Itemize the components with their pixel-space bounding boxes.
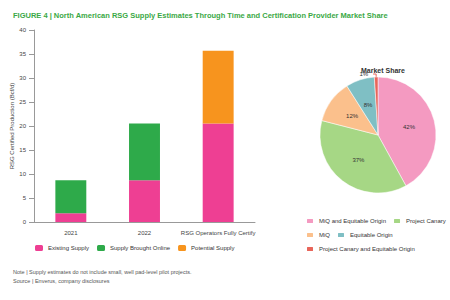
svg-text:MiQ: MiQ xyxy=(319,232,330,238)
svg-text:FIGURE 4 | North American RSG: FIGURE 4 | North American RSG Supply Est… xyxy=(13,11,388,20)
svg-text:37%: 37% xyxy=(352,157,365,163)
svg-text:12%: 12% xyxy=(346,113,359,119)
svg-text:Supply Brought Online: Supply Brought Online xyxy=(110,245,171,251)
svg-text:10: 10 xyxy=(19,171,26,177)
svg-text:Note | Supply estimates do not: Note | Supply estimates do not include s… xyxy=(13,269,192,275)
svg-text:Existing Supply: Existing Supply xyxy=(48,245,89,251)
svg-text:0: 0 xyxy=(23,219,27,225)
svg-text:8%: 8% xyxy=(364,102,373,108)
svg-text:RSG Certified Production (Bcf/: RSG Certified Production (Bcf/d) xyxy=(9,83,15,170)
svg-text:25: 25 xyxy=(19,99,26,105)
svg-text:1%: 1% xyxy=(359,71,369,77)
svg-text:2022: 2022 xyxy=(138,230,152,236)
svg-text:35: 35 xyxy=(19,51,26,57)
svg-text:Potential Supply: Potential Supply xyxy=(191,245,234,251)
svg-text:Project Canary: Project Canary xyxy=(406,218,446,224)
svg-text:20: 20 xyxy=(19,123,26,129)
svg-text:30: 30 xyxy=(19,75,26,81)
svg-text:Source | Enverus, company disc: Source | Enverus, company disclosures xyxy=(13,278,110,284)
svg-text:Market Share: Market Share xyxy=(361,67,405,74)
svg-text:Project Canary and Equitable O: Project Canary and Equitable Origin xyxy=(319,246,415,252)
svg-text:5: 5 xyxy=(23,195,27,201)
svg-text:2021: 2021 xyxy=(64,230,78,236)
svg-text:15: 15 xyxy=(19,147,26,153)
svg-text:MiQ and Equitable Origin: MiQ and Equitable Origin xyxy=(319,218,386,224)
svg-text:Equitable Origin: Equitable Origin xyxy=(350,232,393,238)
svg-text:RSG Operators Fully Certify: RSG Operators Fully Certify xyxy=(181,230,256,236)
svg-text:40: 40 xyxy=(19,27,26,33)
svg-text:42%: 42% xyxy=(403,124,416,130)
